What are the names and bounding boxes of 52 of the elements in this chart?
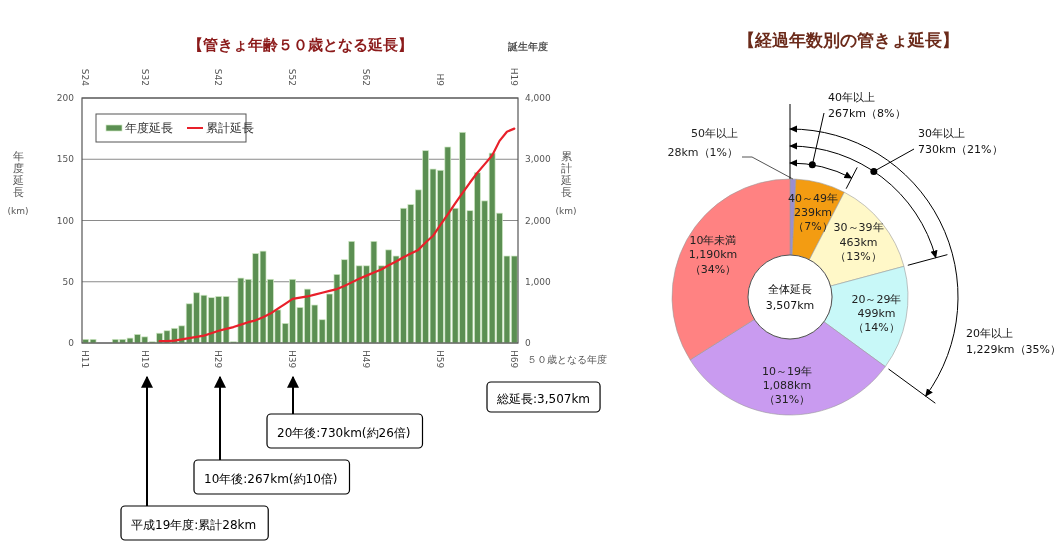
y2-tick-label: 4,000 [525, 93, 552, 104]
y-tick-label: 50 [62, 276, 75, 287]
legend-label: 年度延長 [125, 121, 173, 136]
text: 総延長:3,507km [496, 392, 591, 406]
data-label: 499km （14%） [853, 307, 900, 335]
text: H19 [509, 67, 520, 87]
y-axis-title: 年度延長 (km) [7, 150, 29, 217]
slice-label: 20～29年 [851, 292, 902, 306]
text: S32 [139, 68, 150, 86]
y-tick-label: 0 [68, 338, 75, 349]
x-axis-title: ５０歳となる年度 [527, 354, 607, 365]
y2-axis-title: 累計延長 (km) [555, 150, 577, 217]
data-label: 1,088km （31%） [762, 378, 812, 407]
x-tick-label: H59 [435, 350, 446, 369]
slice-label: 10年未満 [689, 234, 737, 248]
x-tick-label: H11 [80, 350, 91, 369]
text: H9 [435, 73, 446, 87]
data-label: 463km （13%） [835, 235, 882, 264]
text: 全体延長 3,507km [765, 282, 815, 313]
slice-label: 50年以上 [691, 127, 738, 140]
legend-label: 累計延長 [206, 121, 254, 136]
x-tick-label: H69 [509, 350, 520, 369]
text: S52 [287, 68, 298, 86]
text: 平成19年度:累計28km [131, 518, 257, 532]
slice-label: 30～39年 [833, 221, 884, 235]
x-tick-label: H49 [361, 350, 372, 369]
text: 20年後:730km(約26倍) [277, 426, 411, 440]
y2-tick-label: 3,000 [525, 154, 552, 165]
data-label: 239km （7%） [793, 206, 833, 234]
slice-label: 40～49年 [787, 191, 838, 205]
chart-title: 【管きょ年齢５０歳となる延長】 [187, 36, 413, 54]
text: 40年以上 267km（8%） [828, 91, 906, 120]
data-label: 28km（1%） [667, 145, 738, 159]
x2-axis-title: 誕生年度 [507, 41, 548, 52]
text: 30年以上 730km（21%） [918, 127, 1003, 156]
y2-tick-label: 2,000 [525, 215, 552, 226]
x-tick-label: H19 [139, 350, 150, 369]
text: 20年以上 1,229km（35%） [966, 327, 1057, 356]
x-tick-label: H39 [287, 350, 298, 369]
text: S42 [213, 68, 224, 86]
slice-label: 10～19年 [761, 364, 812, 378]
y2-tick-label: 0 [525, 338, 531, 349]
y-tick-label: 100 [56, 215, 75, 226]
y2-tick-label: 1,000 [525, 276, 552, 287]
chart-title: 【経過年数別の管きょ延長】 [737, 30, 959, 50]
text: S24 [80, 68, 91, 87]
text: 10年後:267km(約10倍) [204, 472, 338, 486]
y-tick-label: 200 [56, 93, 75, 104]
x-tick-label: H29 [213, 350, 224, 369]
text: S62 [361, 68, 372, 86]
data-label: 1,190km （34%） [688, 248, 738, 276]
y-tick-label: 150 [56, 154, 75, 165]
